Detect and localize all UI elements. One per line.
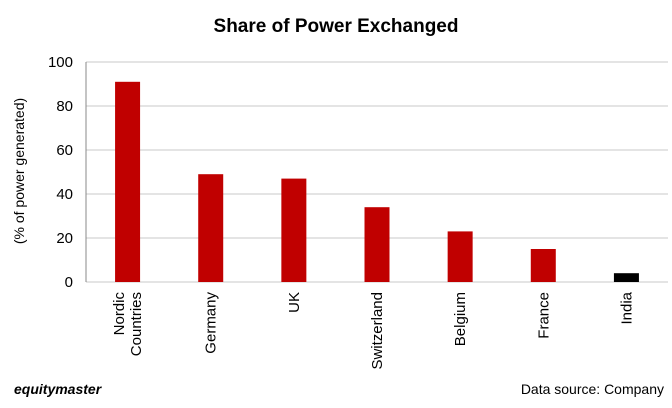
category-label-nordic-countries: NordicCountries (111, 292, 145, 357)
category-label-switzerland: Switzerland (369, 292, 386, 370)
bar-switzerland (364, 207, 390, 282)
y-axis-label: (% of power generated) (11, 98, 27, 244)
category-label-line: Germany (203, 292, 220, 354)
y-tick-label: 60 (56, 142, 73, 159)
y-tick-label: 100 (48, 54, 73, 71)
category-label-line: Nordic (111, 292, 128, 336)
data-source-note: Data source: Company (521, 381, 664, 397)
y-tick-label: 80 (56, 98, 73, 115)
bar-india (613, 273, 639, 282)
category-label-line: Countries (128, 292, 145, 356)
category-label-line: Switzerland (369, 292, 386, 370)
equitymaster-logo: equitymaster (14, 381, 103, 397)
gridlines (86, 61, 668, 283)
category-label-uk: UK (286, 292, 303, 313)
category-label-line: India (618, 291, 635, 324)
bar-belgium (447, 231, 473, 282)
category-label-belgium: Belgium (452, 292, 469, 346)
y-tick-label: 20 (56, 230, 73, 247)
bars (115, 81, 639, 282)
bar-france (530, 249, 556, 282)
bar-uk (281, 178, 307, 282)
bar-germany (198, 174, 224, 282)
y-tick-label: 40 (56, 186, 73, 203)
category-label-france: France (535, 292, 552, 339)
bar-nordic-countries (115, 81, 141, 282)
category-label-line: Belgium (452, 292, 469, 346)
chart-title: Share of Power Exchanged (214, 16, 459, 37)
category-label-line: UK (286, 292, 303, 313)
category-label-germany: Germany (203, 292, 220, 354)
category-labels: NordicCountries Germany UK Switzerland Belgi… (111, 291, 635, 369)
y-tick-labels: 0 20 40 60 80 100 (48, 54, 73, 291)
y-tick-label: 0 (65, 274, 73, 291)
category-label-india: India (618, 291, 635, 324)
category-label-line: France (535, 292, 552, 339)
